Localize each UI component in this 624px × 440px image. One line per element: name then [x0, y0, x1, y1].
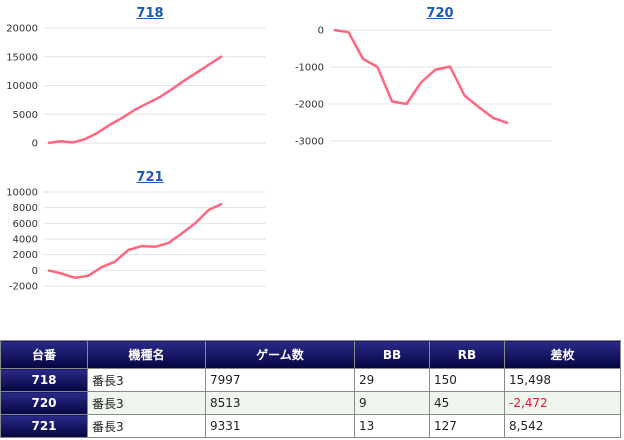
y-tick-label: -2000 [9, 282, 38, 293]
machine-no-cell[interactable]: 718 [0, 368, 88, 392]
machine-name-cell: 番長3 [87, 368, 206, 392]
chart-title-link[interactable]: 720 [426, 6, 454, 21]
machine-table: 台番 機種名 ゲーム数 BB RB 差枚 718 番長3 7997 29 150… [0, 340, 621, 438]
y-tick-label: 8000 [13, 203, 38, 214]
line-chart: 0 -1000 -2000 -3000 [295, 26, 552, 148]
table-row: 721 番長3 9331 13 127 8,542 [0, 414, 621, 438]
bb-cell: 29 [354, 368, 430, 392]
diff-cell: -2,472 [504, 391, 621, 415]
y-tick-label: -2000 [295, 100, 324, 111]
y-tick-label: 15000 [6, 52, 38, 63]
table-row: 720 番長3 8513 9 45 -2,472 [0, 391, 621, 415]
header-bb: BB [354, 340, 430, 369]
machine-no-cell[interactable]: 720 [0, 391, 88, 415]
rb-cell: 150 [429, 368, 505, 392]
series-line [333, 28, 509, 125]
machine-name-cell: 番長3 [87, 391, 206, 415]
header-machine-name: 機種名 [87, 340, 206, 369]
line-chart: 0 5000 10000 15000 20000 [6, 24, 266, 150]
y-tick-label: 4000 [13, 235, 38, 246]
y-tick-label: 0 [32, 139, 38, 150]
table-header-row: 台番 機種名 ゲーム数 BB RB 差枚 [0, 340, 621, 369]
chart-title-link[interactable]: 718 [136, 6, 164, 21]
rb-cell: 127 [429, 414, 505, 438]
y-tick-label: -3000 [295, 137, 324, 148]
chart-title-link[interactable]: 721 [136, 170, 164, 185]
game-count-cell: 7997 [205, 368, 355, 392]
game-count-cell: 9331 [205, 414, 355, 438]
series-line [47, 202, 223, 280]
y-tick-label: 6000 [13, 219, 38, 230]
machine-no-cell[interactable]: 721 [0, 414, 88, 438]
y-tick-label: 0 [318, 26, 324, 37]
diff-cell: 8,542 [504, 414, 621, 438]
series-line [47, 55, 223, 145]
header-machine-no: 台番 [0, 340, 88, 369]
y-tick-label: 10000 [6, 81, 38, 92]
bb-cell: 9 [354, 391, 430, 415]
y-tick-label: 5000 [13, 110, 38, 121]
chart-718: 718 0 5000 10000 15000 20000 [0, 0, 270, 150]
machine-name-cell: 番長3 [87, 414, 206, 438]
table-row: 718 番長3 7997 29 150 15,498 [0, 368, 621, 392]
y-tick-label: 20000 [6, 24, 38, 35]
line-chart: 10000 8000 6000 4000 2000 0 -2000 [6, 188, 266, 293]
y-tick-label: 10000 [6, 188, 38, 199]
diff-cell: 15,498 [504, 368, 621, 392]
chart-721: 721 10000 8000 6000 4000 2000 0 -2000 [0, 168, 270, 318]
bb-cell: 13 [354, 414, 430, 438]
rb-cell: 45 [429, 391, 505, 415]
y-tick-label: 0 [32, 266, 38, 277]
chart-720: 720 0 -1000 -2000 -3000 [290, 0, 560, 150]
y-tick-label: -1000 [295, 63, 324, 74]
game-count-cell: 8513 [205, 391, 355, 415]
header-rb: RB [429, 340, 505, 369]
header-game-count: ゲーム数 [205, 340, 355, 369]
header-diff: 差枚 [504, 340, 621, 369]
y-tick-label: 2000 [13, 250, 38, 261]
